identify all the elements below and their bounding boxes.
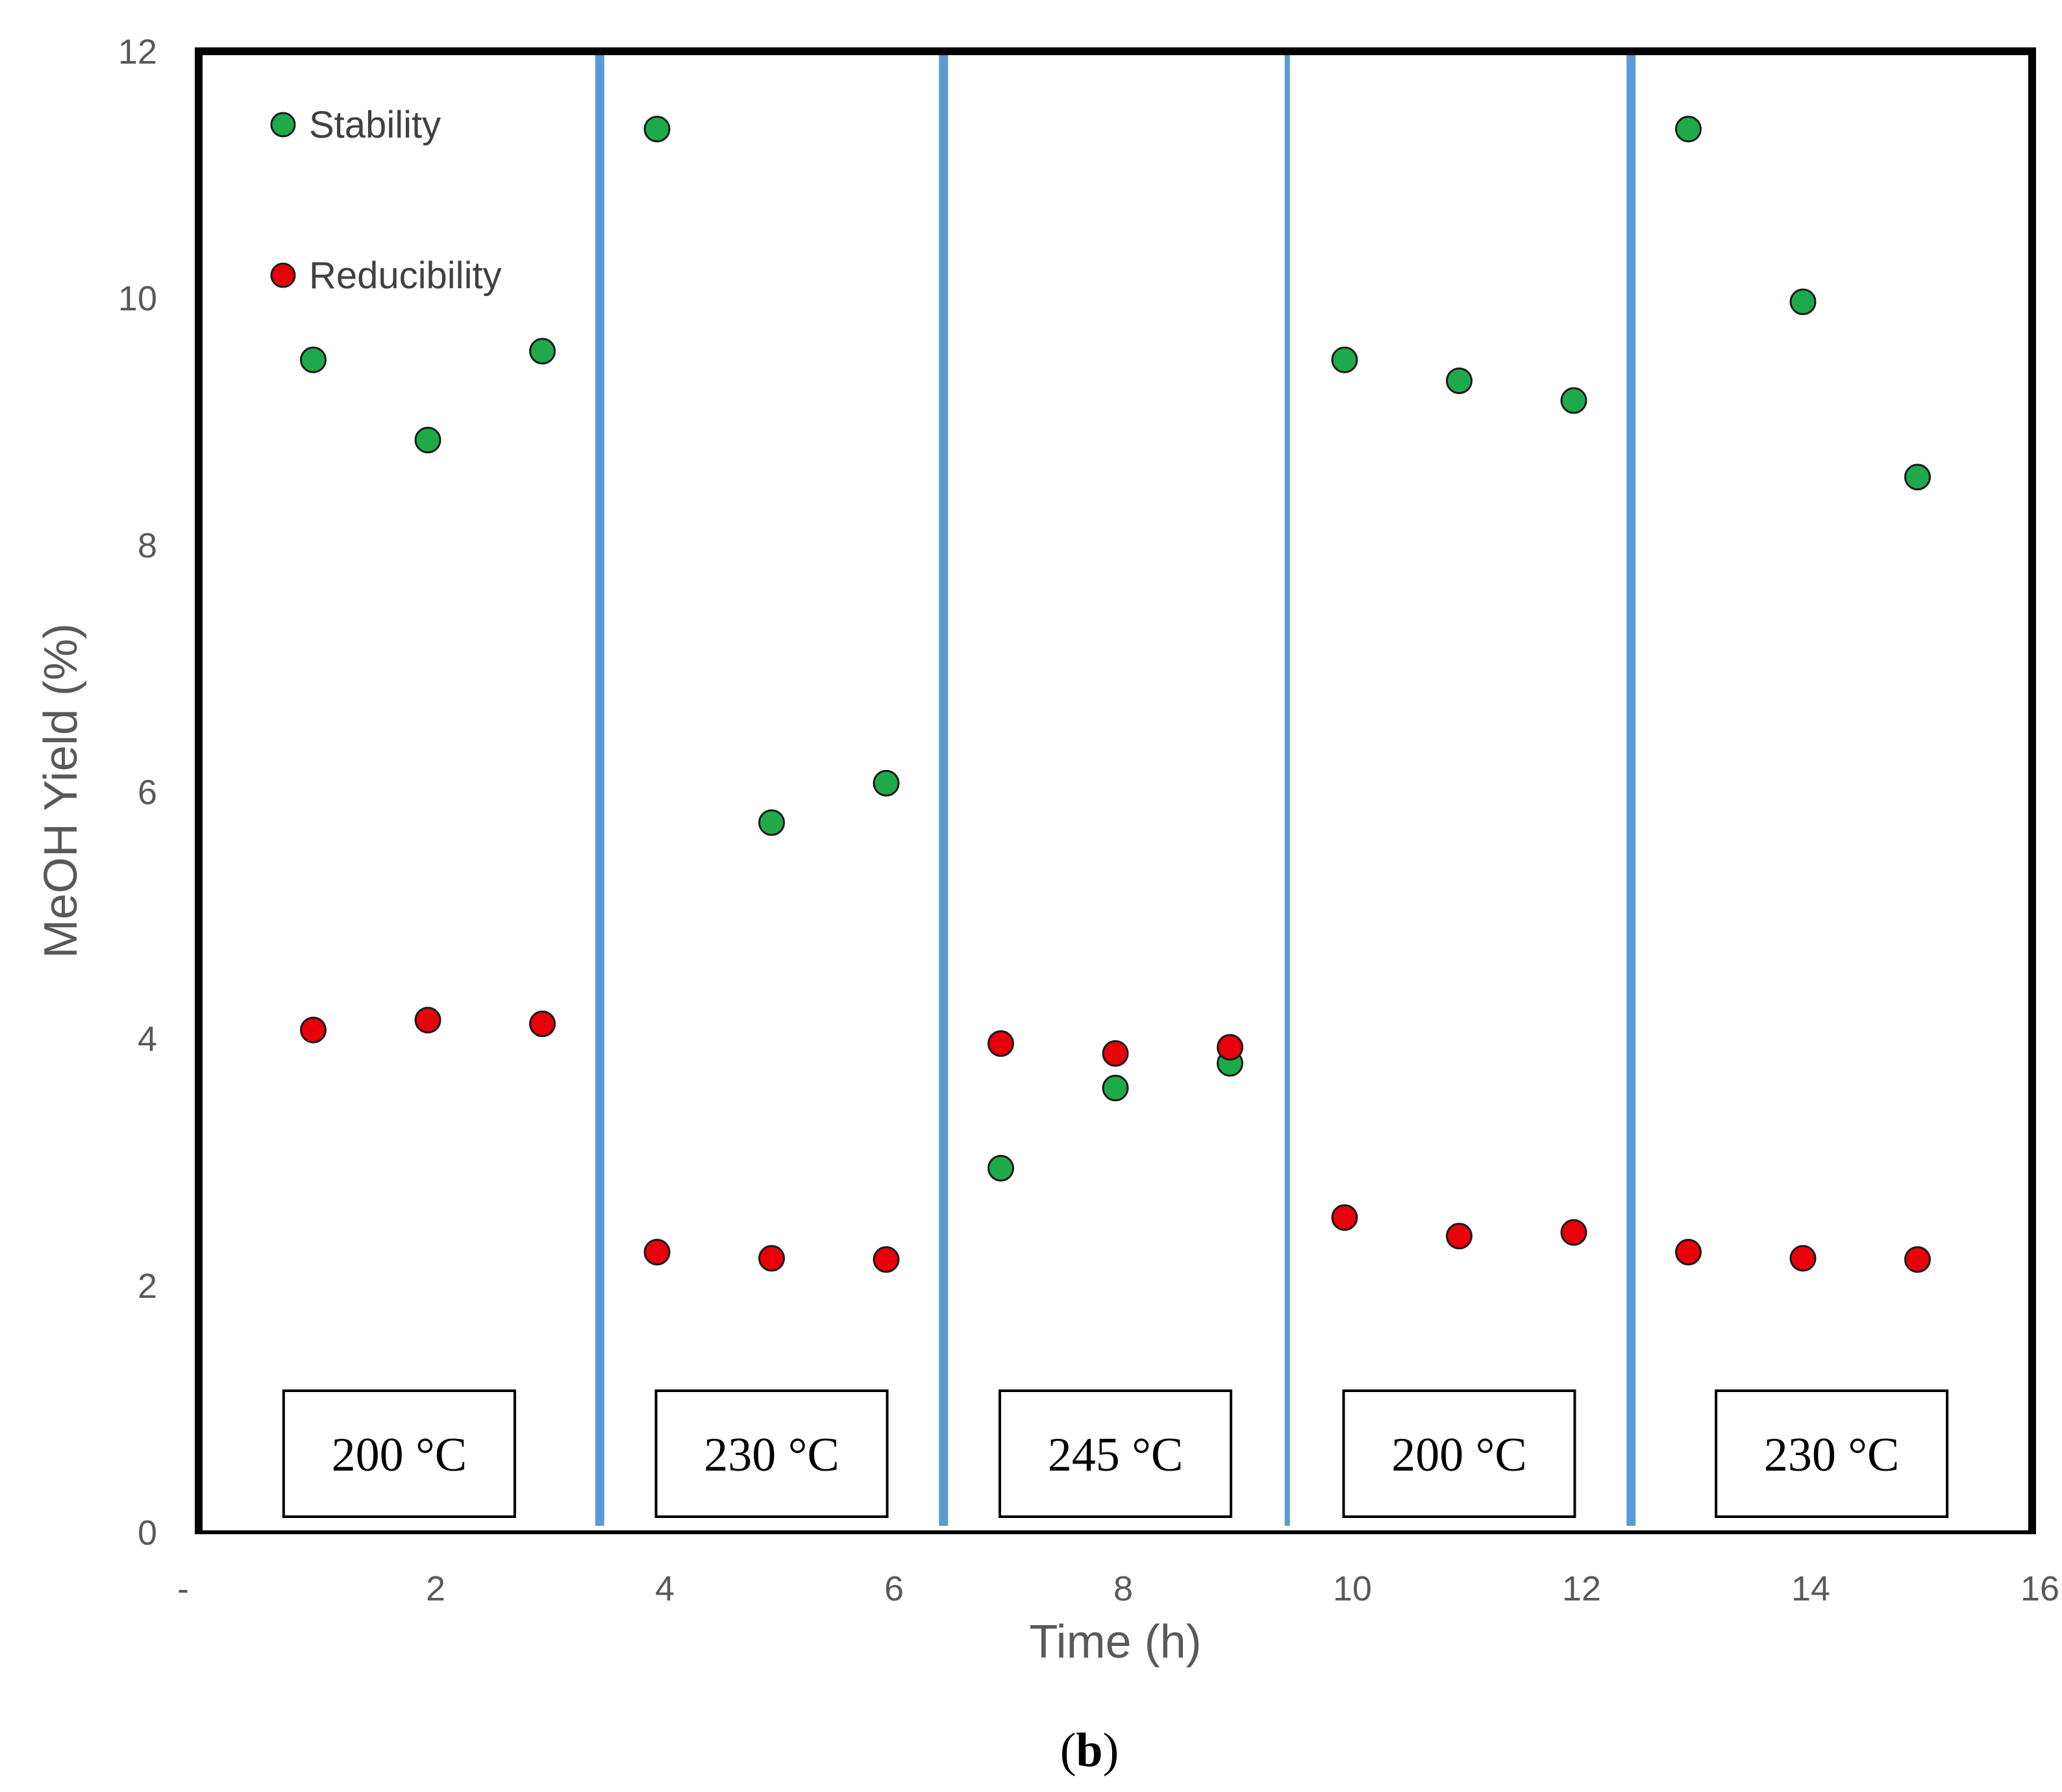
- data-point-reducibility: [988, 1030, 1014, 1057]
- data-point-stability: [300, 346, 327, 373]
- x-tick-label: -: [177, 1569, 189, 1608]
- y-tick-label: 12: [118, 32, 157, 71]
- x-tick-label: 12: [1562, 1569, 1601, 1608]
- panel-label-open: (: [1060, 1724, 1076, 1777]
- temperature-box-frame: [654, 1389, 889, 1518]
- temperature-label: 245 °C: [1048, 1428, 1183, 1482]
- data-point-stability: [1675, 116, 1702, 143]
- temperature-box-frame: [1715, 1389, 1949, 1518]
- x-tick-label: 8: [1113, 1569, 1133, 1608]
- temperature-box: 245 °C: [999, 1389, 1232, 1518]
- data-point-stability: [1331, 346, 1358, 373]
- separator-lines: [595, 51, 1636, 1526]
- data-point-reducibility: [758, 1245, 785, 1272]
- data-point-reducibility: [1789, 1245, 1817, 1272]
- legend-label-reducibility: Reducibility: [309, 255, 502, 297]
- data-point-stability: [1446, 367, 1472, 395]
- data-point-reducibility: [1217, 1034, 1243, 1061]
- data-point-stability: [414, 427, 441, 454]
- data-point-reducibility: [1560, 1219, 1587, 1246]
- temperature-boxes: 200 °C 230 °C 245 °C 200 °C 230 °C: [282, 1389, 1949, 1518]
- y-tick-label: 10: [118, 279, 157, 318]
- x-tick-label: 16: [2020, 1569, 2059, 1608]
- data-point-stability: [1904, 464, 1931, 491]
- data-point-reducibility: [529, 1010, 556, 1038]
- temperature-box: 230 °C: [1715, 1389, 1949, 1518]
- x-axis-title: Time (h): [1029, 1616, 1201, 1668]
- temperature-label: 200 °C: [332, 1428, 467, 1482]
- x-tick-label: 2: [426, 1569, 445, 1608]
- legend-label-stability: Stability: [309, 104, 441, 146]
- temperature-box-frame: [1342, 1389, 1576, 1518]
- y-axis-title: MeOH Yield (%): [35, 623, 87, 958]
- data-point-stability: [988, 1154, 1014, 1182]
- data-point-stability: [1789, 288, 1817, 316]
- legend: Stability Reducibility: [270, 104, 502, 297]
- temperature-box-frame: [282, 1389, 516, 1518]
- panel-label: (b): [1060, 1724, 1119, 1777]
- data-point-reducibility: [1904, 1246, 1931, 1273]
- legend-marker-stability: [270, 112, 296, 138]
- data-point-stability: [643, 116, 671, 143]
- y-tick-label: 6: [138, 773, 157, 812]
- temperature-box: 200 °C: [1342, 1389, 1576, 1518]
- temperature-box-frame: [999, 1389, 1232, 1518]
- data-point-reducibility: [1446, 1223, 1472, 1250]
- x-tick-label: 6: [884, 1569, 904, 1608]
- data-point-reducibility: [1675, 1239, 1702, 1266]
- temperature-label: 230 °C: [704, 1428, 839, 1482]
- x-axis-ticks: - 2 4 6 8 10 12 14 16: [177, 1569, 2059, 1608]
- temperature-box: 230 °C: [654, 1389, 889, 1518]
- x-tick-label: 4: [655, 1569, 675, 1608]
- data-point-reducibility: [414, 1006, 441, 1034]
- data-point-stability: [1102, 1075, 1129, 1102]
- data-point-reducibility: [873, 1246, 900, 1273]
- temperature-box: 200 °C: [282, 1389, 516, 1518]
- data-point-stability: [758, 809, 785, 836]
- y-tick-label: 2: [138, 1267, 157, 1306]
- y-tick-label: 4: [138, 1020, 157, 1059]
- y-tick-label: 8: [138, 526, 157, 565]
- data-point-reducibility: [300, 1016, 327, 1043]
- data-point-reducibility: [1102, 1039, 1129, 1067]
- y-tick-label: 0: [138, 1513, 157, 1552]
- panel-label-close: ): [1103, 1724, 1119, 1777]
- y-axis-ticks: 0 2 4 6 8 10 12: [118, 32, 157, 1552]
- data-point-reducibility: [1331, 1204, 1358, 1231]
- legend-marker-reducibility: [270, 262, 296, 288]
- data-point-stability: [873, 769, 900, 797]
- data-point-reducibility: [643, 1239, 671, 1266]
- series-reducibility: [300, 1006, 1931, 1273]
- data-point-stability: [529, 338, 556, 365]
- temperature-label: 230 °C: [1764, 1428, 1899, 1482]
- panel-label-letter: b: [1076, 1724, 1102, 1777]
- temperature-label: 200 °C: [1391, 1428, 1526, 1482]
- x-tick-label: 14: [1791, 1569, 1830, 1608]
- data-point-stability: [1560, 387, 1587, 414]
- data-points: [300, 116, 1931, 1273]
- x-tick-label: 10: [1333, 1569, 1372, 1608]
